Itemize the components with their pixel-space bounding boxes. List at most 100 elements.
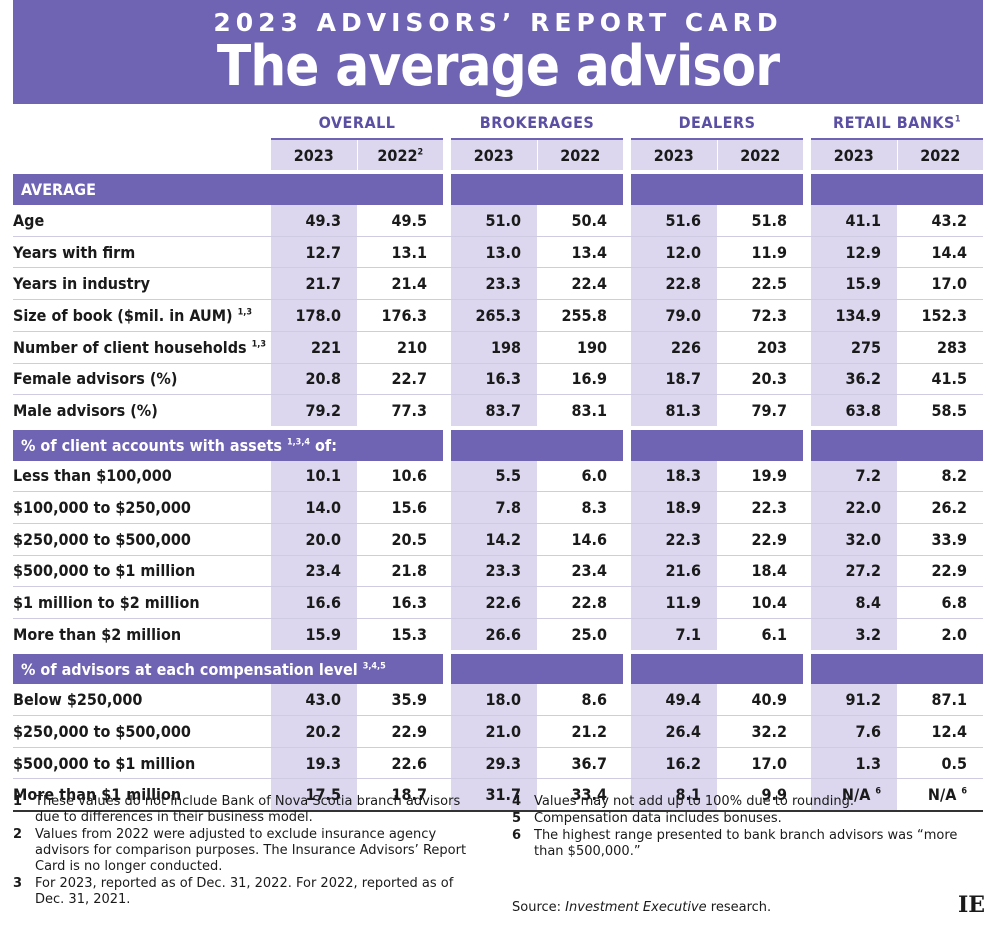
- value-cell: 83.1: [537, 394, 624, 429]
- year-header: 2023: [811, 138, 898, 173]
- value-cell: 14.2: [451, 523, 538, 556]
- value-text: 22.8: [665, 274, 702, 294]
- footnote: 3 For 2023, reported as of Dec. 31, 2022.…: [13, 876, 483, 908]
- value-cell: 10.4: [717, 586, 804, 619]
- report-kicker: 2023 ADVISORS’ REPORT CARD: [213, 8, 783, 37]
- column-gap: [443, 236, 452, 269]
- value-text: 26.6: [485, 624, 522, 644]
- value-text: 87.1: [931, 690, 968, 710]
- section-band: % of advisors at each compensation level…: [13, 649, 984, 685]
- value-cell: 0.5: [897, 747, 984, 780]
- value-text: 8.2: [941, 466, 968, 486]
- value-cell: 12.0: [631, 236, 718, 269]
- value-cell: 226: [631, 331, 718, 364]
- column-gap: [623, 236, 632, 269]
- row-footnote-ref: 1,3: [237, 307, 252, 318]
- row-label-text: $250,000 to $500,000: [13, 721, 191, 741]
- section-title-text: AVERAGE: [21, 180, 96, 200]
- value-text: 22.7: [391, 369, 428, 389]
- value-text: 18.7: [391, 785, 428, 805]
- column-gap: [623, 138, 632, 173]
- column-gap: [803, 236, 812, 269]
- value-cell: 91.2: [811, 684, 898, 717]
- value-cell: 14.4: [897, 236, 984, 269]
- year-label: 2023: [473, 145, 514, 165]
- value-text: 12.7: [305, 242, 341, 262]
- value-cell: 72.3: [717, 299, 804, 332]
- value-cell: 17.0: [897, 267, 984, 301]
- column-gap: [443, 555, 452, 588]
- value-cell: 15.6: [357, 491, 444, 524]
- value-cell: 21.6: [631, 555, 718, 588]
- footnote: 1 These values do not include Bank of Nov…: [13, 794, 483, 826]
- column-gap: [623, 586, 632, 619]
- group-label: OVERALL: [318, 112, 396, 132]
- row-label: More than $2 million: [13, 618, 271, 653]
- value-text: 79.2: [305, 401, 341, 421]
- value-cell: 14.0: [271, 491, 357, 524]
- column-gap: [443, 363, 452, 396]
- value-cell: 17.0: [717, 747, 804, 780]
- year-header: 2023: [631, 138, 718, 173]
- year-header: 2022: [717, 138, 804, 173]
- footnotes-right: 4 Values may not add up to 100% due to ro…: [512, 794, 972, 861]
- value-text: 6.1: [761, 624, 788, 644]
- column-gap: [803, 425, 812, 461]
- value-cell: 14.6: [537, 523, 624, 556]
- corner-cell: [13, 107, 271, 139]
- value-cell: 25.0: [537, 618, 624, 653]
- value-cell: 190: [537, 331, 624, 364]
- column-gap: [623, 394, 632, 429]
- value-cell: 36.7: [537, 747, 624, 780]
- value-cell: 21.4: [357, 267, 444, 301]
- value-cell: 41.5: [897, 363, 984, 396]
- column-gap: [443, 138, 452, 173]
- year-label: 2023: [653, 145, 694, 165]
- section-title: AVERAGE: [13, 170, 444, 206]
- column-gap: [443, 491, 452, 524]
- value-text: 26.2: [931, 498, 968, 518]
- column-gap: [443, 170, 452, 206]
- value-text: 7.1: [675, 624, 702, 644]
- row-label-text: Less than $100,000: [13, 466, 172, 486]
- section-title: % of advisors at each compensation level…: [13, 649, 444, 685]
- row-label-text: Female advisors (%): [13, 369, 178, 389]
- value-text: 51.6: [665, 210, 702, 230]
- footnote: 5 Compensation data includes bonuses.: [512, 811, 972, 827]
- value-text: 22.9: [751, 529, 788, 549]
- value-cell: 33.4: [537, 778, 624, 813]
- column-gap: [803, 747, 812, 780]
- value-text: 41.1: [845, 210, 882, 230]
- value-text: 22.5: [751, 274, 788, 294]
- value-text: 32.2: [751, 721, 788, 741]
- column-gap: [803, 394, 812, 429]
- value-text: 63.8: [845, 401, 882, 421]
- value-text: 15.9: [845, 274, 882, 294]
- column-gap: [443, 425, 452, 461]
- value-text: 40.9: [751, 690, 788, 710]
- row-label-text: $500,000 to $1 million: [13, 753, 196, 773]
- value-footnote-ref: 6: [961, 786, 968, 797]
- value-text: 10.6: [391, 466, 428, 486]
- value-cell: 198: [451, 331, 538, 364]
- row-label: $500,000 to $1 million: [13, 555, 271, 588]
- column-gap: [803, 778, 812, 813]
- value-text: 1.3: [855, 753, 882, 773]
- value-cell: 22.5: [717, 267, 804, 301]
- value-cell: 12.4: [897, 715, 984, 748]
- value-text: 14.6: [571, 529, 608, 549]
- value-cell: 178.0: [271, 299, 357, 332]
- value-cell: 18.7: [357, 778, 444, 813]
- value-text: 22.8: [571, 593, 608, 613]
- column-gap: [623, 778, 632, 813]
- value-cell: 79.0: [631, 299, 718, 332]
- table-row: Years in industry 21.7 21.4 23.3 22.4 22.8 22.…: [13, 267, 984, 301]
- value-text: N/A: [927, 785, 957, 805]
- column-gap: [443, 299, 452, 332]
- value-text: 19.9: [751, 466, 788, 486]
- value-cell: 58.5: [897, 394, 984, 429]
- year-header: 2022: [897, 138, 984, 173]
- row-label: $500,000 to $1 million: [13, 747, 271, 780]
- value-text: 18.7: [665, 369, 702, 389]
- value-cell: 283: [897, 331, 984, 364]
